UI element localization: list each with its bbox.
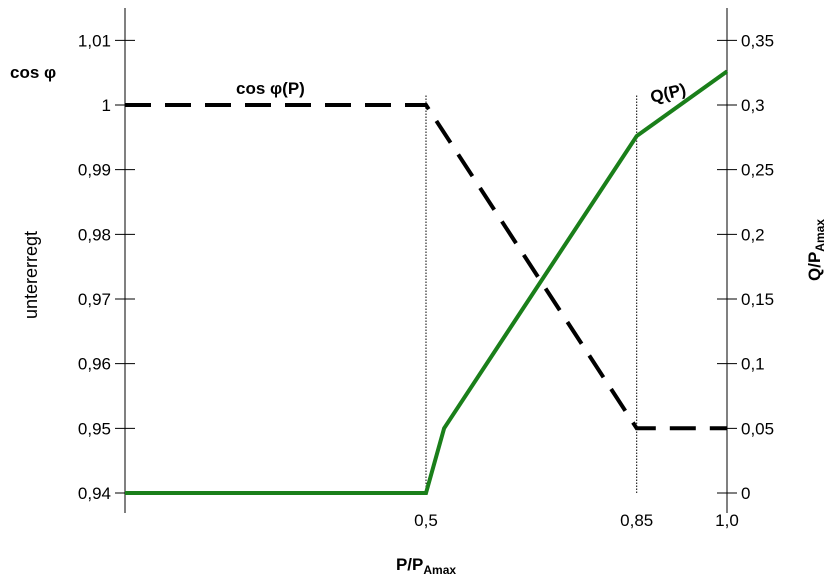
series — [125, 69, 729, 495]
left-tick-label: 0,96 — [78, 355, 111, 374]
x-tick-label: 0,5 — [414, 511, 438, 530]
right-tick-label: 0,3 — [741, 96, 765, 115]
right-tick-label: 0,25 — [741, 161, 774, 180]
right-axis-title: Q/PAmax — [805, 219, 824, 281]
left-tick-label: 0,97 — [78, 290, 111, 309]
right-tick-label: 0,2 — [741, 225, 765, 244]
right-axis-title-main: Q/P — [805, 252, 824, 281]
right-tick-label: 0,15 — [741, 290, 774, 309]
x-tick-label: 1,0 — [715, 511, 739, 530]
cos-phi-series-line — [125, 103, 727, 431]
x-tick-label: 0,85 — [620, 511, 653, 530]
left-tick-label: 0,98 — [78, 225, 111, 244]
x-axis-title: P/PAmax — [396, 555, 456, 577]
left-tick-label: 0,94 — [78, 484, 111, 503]
right-tick-label: 0,35 — [741, 31, 774, 50]
left-tick-label: 1 — [102, 96, 111, 115]
left-axis-title: cos φ — [10, 63, 56, 82]
left-tick-label: 1,01 — [78, 31, 111, 50]
left-tick-label: 0,99 — [78, 161, 111, 180]
left-side-label: untererregt — [21, 231, 41, 319]
left-tick-label: 0,95 — [78, 419, 111, 438]
series-label-cos-phi: cos φ(P) — [236, 79, 305, 98]
right-axis-title-sub: Amax — [813, 219, 824, 252]
right-tick-label: 0,05 — [741, 419, 774, 438]
right-tick-label: 0 — [741, 484, 750, 503]
labels: 0,94 0,95 0,96 0,97 0,98 0,99 1 1,01 0 0,05 0,1 0,1… — [10, 31, 824, 577]
x-axis-title-sub: Amax — [423, 563, 456, 577]
q-series-line — [125, 69, 729, 495]
right-tick-label: 0,1 — [741, 355, 765, 374]
x-axis-title-main: P/P — [396, 555, 423, 574]
